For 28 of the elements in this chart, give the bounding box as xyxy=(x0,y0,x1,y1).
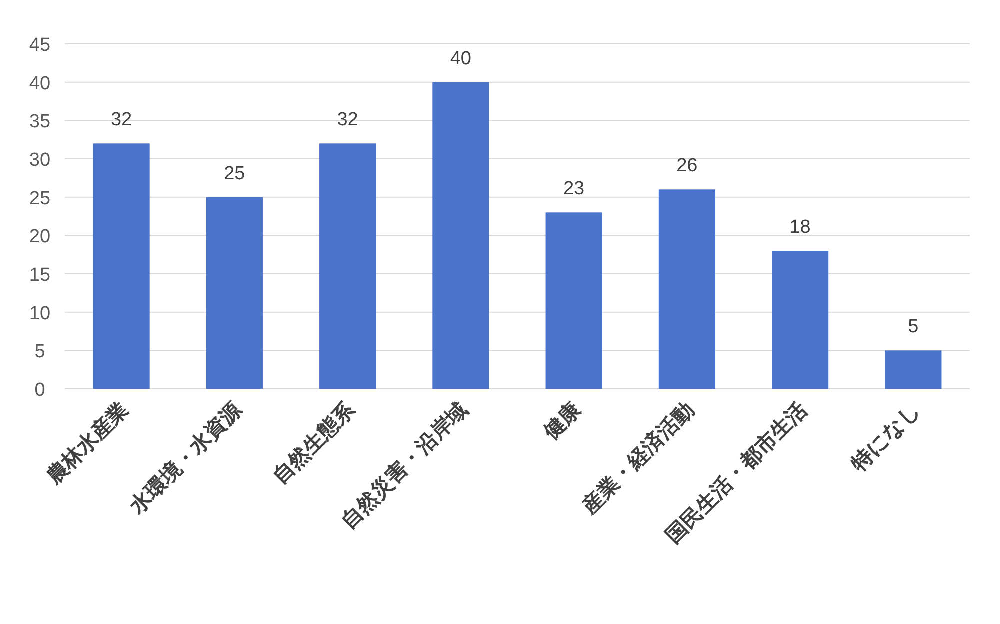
data-label: 23 xyxy=(563,178,585,200)
y-tick-label: 10 xyxy=(29,303,51,324)
data-label: 32 xyxy=(110,110,132,131)
bar xyxy=(772,251,829,389)
bar xyxy=(885,350,942,389)
y-tick-label: 25 xyxy=(29,188,51,210)
bar xyxy=(93,144,150,389)
y-tick-label: 20 xyxy=(29,226,51,248)
bar xyxy=(432,82,490,389)
bar xyxy=(658,190,716,389)
data-label: 32 xyxy=(337,110,358,131)
data-label: 26 xyxy=(676,156,698,177)
data-label: 25 xyxy=(224,163,246,184)
bar xyxy=(320,144,376,389)
y-tick-label: 35 xyxy=(29,112,51,133)
x-tick-label: 健康 xyxy=(538,396,586,445)
x-tick-label: 自然生態系 xyxy=(268,396,360,489)
bar xyxy=(546,212,602,389)
data-label: 18 xyxy=(790,217,811,238)
data-label: 40 xyxy=(450,48,472,70)
bar xyxy=(206,197,263,389)
y-tick-label: 5 xyxy=(34,342,46,363)
y-tick-label: 40 xyxy=(29,73,51,94)
y-tick-label: 45 xyxy=(29,35,51,56)
y-tick-label: 15 xyxy=(29,265,51,286)
data-label: 5 xyxy=(908,316,919,338)
x-tick-label: 特になし xyxy=(846,398,925,477)
y-tick-label: 30 xyxy=(29,150,51,171)
